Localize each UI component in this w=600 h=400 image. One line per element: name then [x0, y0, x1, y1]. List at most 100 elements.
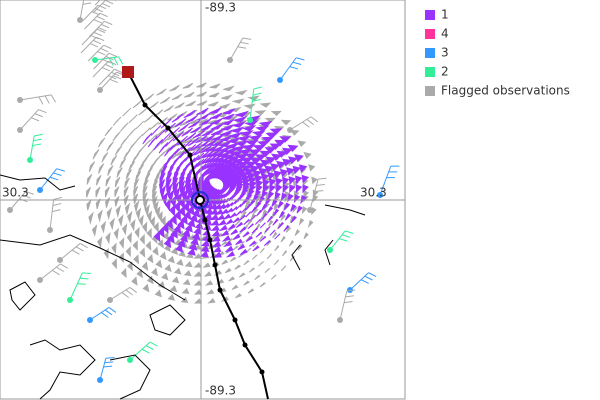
- barb-tick: [96, 15, 105, 21]
- obs-barb: [221, 192, 228, 200]
- flagged-barb: [268, 219, 274, 227]
- obs-barb: [261, 212, 268, 220]
- obs-barb: [254, 154, 267, 161]
- flagged-barb: [238, 272, 246, 278]
- barb-tick: [289, 66, 299, 70]
- wind-barb: [59, 243, 88, 261]
- obs-barb: [218, 224, 228, 232]
- obs-barb: [230, 228, 239, 235]
- obs-barb: [173, 200, 181, 213]
- obs-barb: [210, 118, 223, 125]
- wind-barb: [98, 68, 123, 86]
- legend-label: Flagged observations: [441, 84, 570, 98]
- barb-tick: [38, 109, 47, 114]
- barb-staff: [39, 263, 61, 281]
- obs-barb: [204, 139, 217, 147]
- barb-tick: [314, 190, 324, 193]
- obs-barb: [298, 164, 308, 173]
- flagged-barb: [158, 117, 168, 125]
- flagged-barb: [254, 274, 261, 280]
- flagged-barb: [202, 262, 211, 268]
- obs-barb: [286, 167, 295, 176]
- flagged-barb: [273, 259, 279, 266]
- obs-barb: [183, 209, 192, 221]
- flagged-barb: [149, 216, 155, 228]
- barb-tick: [104, 309, 113, 316]
- barb-tick: [368, 272, 377, 278]
- obs-barb: [240, 248, 248, 256]
- flagged-barb: [119, 237, 125, 249]
- flagged-barb: [147, 133, 158, 143]
- obs-barb: [230, 200, 237, 207]
- track-start: [122, 66, 134, 78]
- flagged-barb: [151, 267, 158, 277]
- flagged-barb: [181, 287, 190, 294]
- wind-barb: [309, 177, 327, 211]
- barb-staff: [19, 94, 52, 101]
- flagged-barb: [184, 136, 195, 144]
- obs-barb: [160, 118, 172, 129]
- flagged-barb: [143, 114, 154, 123]
- obs-barb: [242, 231, 250, 238]
- flagged-barb: [114, 186, 120, 197]
- barb-tick: [75, 246, 84, 252]
- flagged-barb: [221, 259, 229, 265]
- barb-tick: [296, 57, 305, 61]
- obs-barb: [232, 233, 241, 241]
- barb-tick: [114, 68, 123, 74]
- obs-barb: [173, 223, 182, 235]
- barb-staff: [99, 71, 117, 91]
- obs-barb: [255, 125, 270, 133]
- flagged-barb: [169, 285, 178, 293]
- obs-barb: [277, 221, 284, 229]
- coastlines: [0, 174, 366, 400]
- flagged-barb: [176, 148, 187, 157]
- flagged-barb: [97, 236, 103, 249]
- flagged-barb: [206, 289, 215, 295]
- flagged-barb: [88, 211, 94, 225]
- obs-barb: [235, 221, 244, 228]
- obs-barb: [169, 148, 180, 160]
- wind-barb: [39, 263, 69, 281]
- flagged-barb: [270, 110, 282, 117]
- obs-barb: [169, 203, 176, 217]
- obs-barb: [251, 130, 266, 137]
- barb-staff: [29, 135, 35, 161]
- obs-barb: [248, 149, 262, 156]
- barb-tick: [302, 121, 310, 128]
- obs-barb: [240, 157, 254, 164]
- barb-staff: [92, 0, 107, 14]
- flagged-barb: [86, 174, 93, 185]
- flagged-barb: [171, 93, 183, 101]
- flagged-barb: [182, 278, 191, 286]
- flagged-barb: [111, 242, 117, 255]
- wind-barb: [49, 196, 63, 231]
- barb-tick: [240, 41, 249, 45]
- barb-tick: [252, 92, 262, 96]
- obs-barb: [208, 155, 222, 163]
- obs-barb: [212, 251, 222, 258]
- obs-barb: [225, 218, 234, 225]
- obs-barb: [187, 247, 196, 256]
- obs-barb: [248, 134, 263, 142]
- obs-barb: [203, 134, 216, 142]
- barb-tick: [52, 269, 60, 276]
- barb-tick: [113, 0, 117, 2]
- obs-barb: [210, 128, 224, 136]
- obs-barb: [210, 123, 224, 130]
- barb-tick: [149, 341, 158, 347]
- bottom-label: -89.3: [205, 384, 236, 398]
- flagged-barb: [131, 276, 138, 286]
- obs-barb: [268, 178, 277, 188]
- wind-barb: [93, 52, 117, 70]
- obs-barb: [211, 229, 221, 237]
- track-point: [142, 102, 148, 108]
- barb-tick: [60, 263, 69, 269]
- flagged-barb: [120, 136, 129, 147]
- barb-tick: [93, 31, 103, 37]
- obs-barb: [255, 179, 264, 189]
- obs-barb: [187, 204, 195, 216]
- obs-barb: [239, 130, 254, 137]
- flagged-barb: [239, 241, 246, 247]
- obs-barb: [270, 153, 282, 161]
